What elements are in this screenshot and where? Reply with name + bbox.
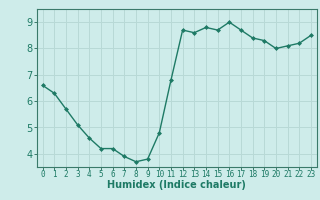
X-axis label: Humidex (Indice chaleur): Humidex (Indice chaleur) <box>108 180 246 190</box>
